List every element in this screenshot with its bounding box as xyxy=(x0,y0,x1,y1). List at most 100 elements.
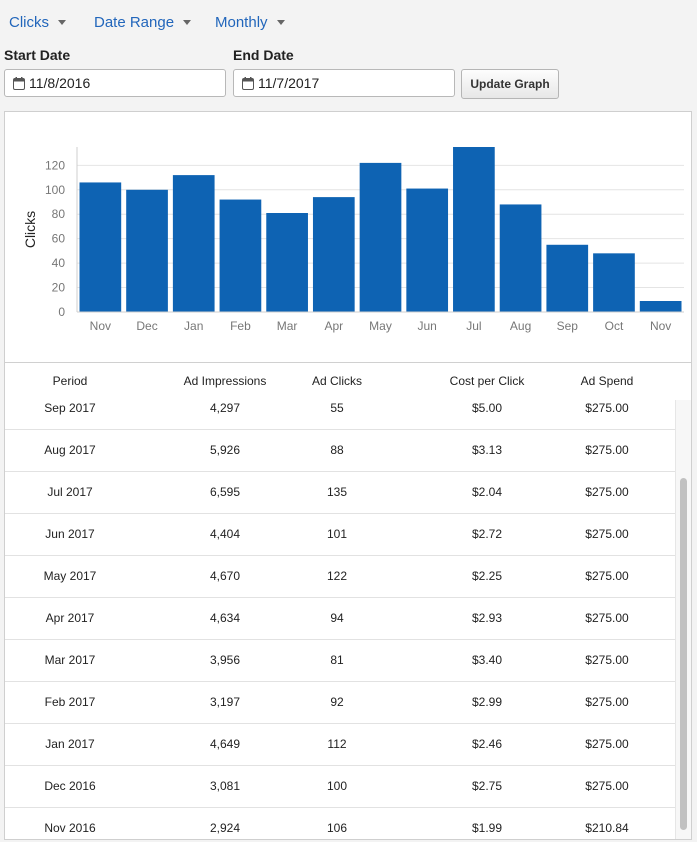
table-scrollbar[interactable] xyxy=(675,400,691,839)
column-header-period[interactable]: Period xyxy=(52,374,88,388)
y-tick-label: 100 xyxy=(45,183,65,197)
x-tick-label: Jul xyxy=(466,319,481,333)
period-cell: Jul 2017 xyxy=(47,485,93,499)
period-cell: May 2017 xyxy=(43,569,97,583)
x-tick-label: Dec xyxy=(136,319,157,333)
cost-per-click-cell: $3.40 xyxy=(471,653,503,667)
x-tick-label: Jun xyxy=(418,319,437,333)
impressions-cell: 3,197 xyxy=(209,695,241,709)
calendar-icon xyxy=(242,76,254,90)
clicks-cell: 92 xyxy=(330,695,344,709)
start-date-field[interactable]: 11/8/2016 xyxy=(4,69,226,97)
interval-dropdown[interactable]: Monthly xyxy=(215,14,285,31)
impressions-cell: 3,956 xyxy=(209,653,241,667)
table-row[interactable]: Mar 2017 3,956 81 $3.40 $275.00 xyxy=(5,640,675,682)
clicks-cell: 112 xyxy=(327,737,347,751)
start-date-value: 11/8/2016 xyxy=(29,75,91,91)
period-cell: Nov 2016 xyxy=(44,821,96,835)
y-axis-title: Clicks xyxy=(22,211,38,248)
bar-dec-1 xyxy=(126,189,168,312)
clicks-cell: 55 xyxy=(330,401,344,415)
y-tick-label: 80 xyxy=(52,207,66,221)
cost-per-click-cell: $2.46 xyxy=(471,737,503,751)
table-row[interactable]: Jul 2017 6,595 135 $2.04 $275.00 xyxy=(5,472,675,514)
table-row[interactable]: Apr 2017 4,634 94 $2.93 $275.00 xyxy=(5,598,675,640)
clicks-cell: 122 xyxy=(326,569,348,583)
ad-spend-cell: $275.00 xyxy=(585,695,629,709)
ad-spend-cell: $275.00 xyxy=(585,737,629,751)
scrollbar-thumb[interactable] xyxy=(680,478,687,830)
table-row[interactable]: Feb 2017 3,197 92 $2.99 $275.00 xyxy=(5,682,675,724)
table-row[interactable]: Aug 2017 5,926 88 $3.13 $275.00 xyxy=(5,430,675,472)
impressions-cell: 3,081 xyxy=(209,779,241,793)
column-header-impressions[interactable]: Ad Impressions xyxy=(183,374,267,388)
toolbar: Clicks Date Range Monthly xyxy=(0,0,697,44)
start-date-label: Start Date xyxy=(4,47,71,63)
period-cell: Aug 2017 xyxy=(44,443,96,457)
impressions-cell: 4,297 xyxy=(209,401,241,415)
ad-spend-cell: $275.00 xyxy=(585,401,629,415)
impressions-cell: 5,926 xyxy=(209,443,241,457)
chevron-down-icon xyxy=(58,20,66,25)
interval-dropdown-label: Monthly xyxy=(215,14,268,31)
impressions-cell: 6,595 xyxy=(209,485,241,499)
table-row[interactable]: Jun 2017 4,404 101 $2.72 $275.00 xyxy=(5,514,675,556)
impressions-cell: 4,404 xyxy=(209,527,241,541)
update-graph-button[interactable]: Update Graph xyxy=(461,69,559,99)
cost-per-click-cell: $3.13 xyxy=(471,443,503,457)
x-tick-label: Jan xyxy=(184,319,203,333)
table-body: Sep 2017 4,297 55 $5.00 $275.00 Aug 2017 5,926… xyxy=(5,400,675,839)
table-row[interactable]: Nov 2016 2,924 106 $1.99 $210.84 xyxy=(5,808,675,839)
end-date-field[interactable]: 11/7/2017 xyxy=(233,69,455,97)
y-tick-label: 40 xyxy=(52,256,66,270)
cost-per-click-cell: $2.25 xyxy=(471,569,503,583)
column-header-clicks[interactable]: Ad Clicks xyxy=(311,374,362,388)
table-row[interactable]: May 2017 4,670 122 $2.25 $275.00 xyxy=(5,556,675,598)
cost-per-click-cell: $2.99 xyxy=(471,695,503,709)
clicks-cell: 101 xyxy=(326,527,348,541)
end-date-label: End Date xyxy=(233,47,294,63)
date-range-dropdown[interactable]: Date Range xyxy=(94,14,192,31)
bar-sep-10 xyxy=(546,244,589,312)
period-cell: Apr 2017 xyxy=(45,611,95,625)
x-tick-label: Nov xyxy=(90,319,111,333)
y-tick-label: 60 xyxy=(52,232,66,246)
period-cell: Mar 2017 xyxy=(44,653,96,667)
ad-spend-cell: $275.00 xyxy=(585,611,629,625)
table-header: Period Ad Impressions Ad Clicks Cost per… xyxy=(5,362,691,401)
cost-per-click-cell: $5.00 xyxy=(471,401,503,415)
date-range-dropdown-label: Date Range xyxy=(94,14,175,31)
table-row[interactable]: Dec 2016 3,081 100 $2.75 $275.00 xyxy=(5,766,675,808)
table-row[interactable]: Jan 2017 4,649 112 $2.46 $275.00 xyxy=(5,724,675,766)
x-tick-label: Oct xyxy=(605,319,624,333)
ad-spend-cell: $275.00 xyxy=(585,653,629,667)
period-cell: Dec 2016 xyxy=(44,779,96,793)
report-panel: 0 20 40 60 80 100 120 Nov Dec Jan Feb Mar Apr May Jun J… xyxy=(4,111,692,840)
table-row[interactable]: Sep 2017 4,297 55 $5.00 $275.00 xyxy=(5,400,675,430)
x-tick-label: May xyxy=(369,319,392,333)
bar-nov-12 xyxy=(639,301,682,312)
column-header-ad-spend[interactable]: Ad Spend xyxy=(580,374,634,388)
metric-dropdown-label: Clicks xyxy=(9,14,49,31)
metric-dropdown[interactable]: Clicks xyxy=(9,14,66,31)
period-cell: Sep 2017 xyxy=(44,401,96,415)
column-header-cost-per-click[interactable]: Cost per Click xyxy=(449,374,525,388)
impressions-cell: 4,670 xyxy=(209,569,241,583)
period-cell: Feb 2017 xyxy=(44,695,96,709)
clicks-bar-chart: 0 20 40 60 80 100 120 Nov Dec Jan Feb Mar Apr May Jun J… xyxy=(22,147,684,333)
bar-jan-2 xyxy=(172,175,215,312)
cost-per-click-cell: $2.75 xyxy=(471,779,503,793)
y-tick-label: 120 xyxy=(45,158,65,172)
ad-spend-cell: $275.00 xyxy=(585,485,629,499)
impressions-cell: 4,634 xyxy=(209,611,241,625)
cost-per-click-cell: $2.72 xyxy=(471,527,503,541)
bar-jun-7 xyxy=(406,188,449,312)
cost-per-click-cell: $1.99 xyxy=(471,821,503,835)
x-tick-label: Nov xyxy=(650,319,671,333)
ad-spend-cell: $275.00 xyxy=(585,443,629,457)
clicks-cell: 88 xyxy=(330,443,344,457)
bar-may-6 xyxy=(359,162,402,312)
bar-mar-4 xyxy=(266,213,308,312)
bar-jul-8 xyxy=(453,147,495,312)
y-tick-label: 0 xyxy=(58,305,65,319)
